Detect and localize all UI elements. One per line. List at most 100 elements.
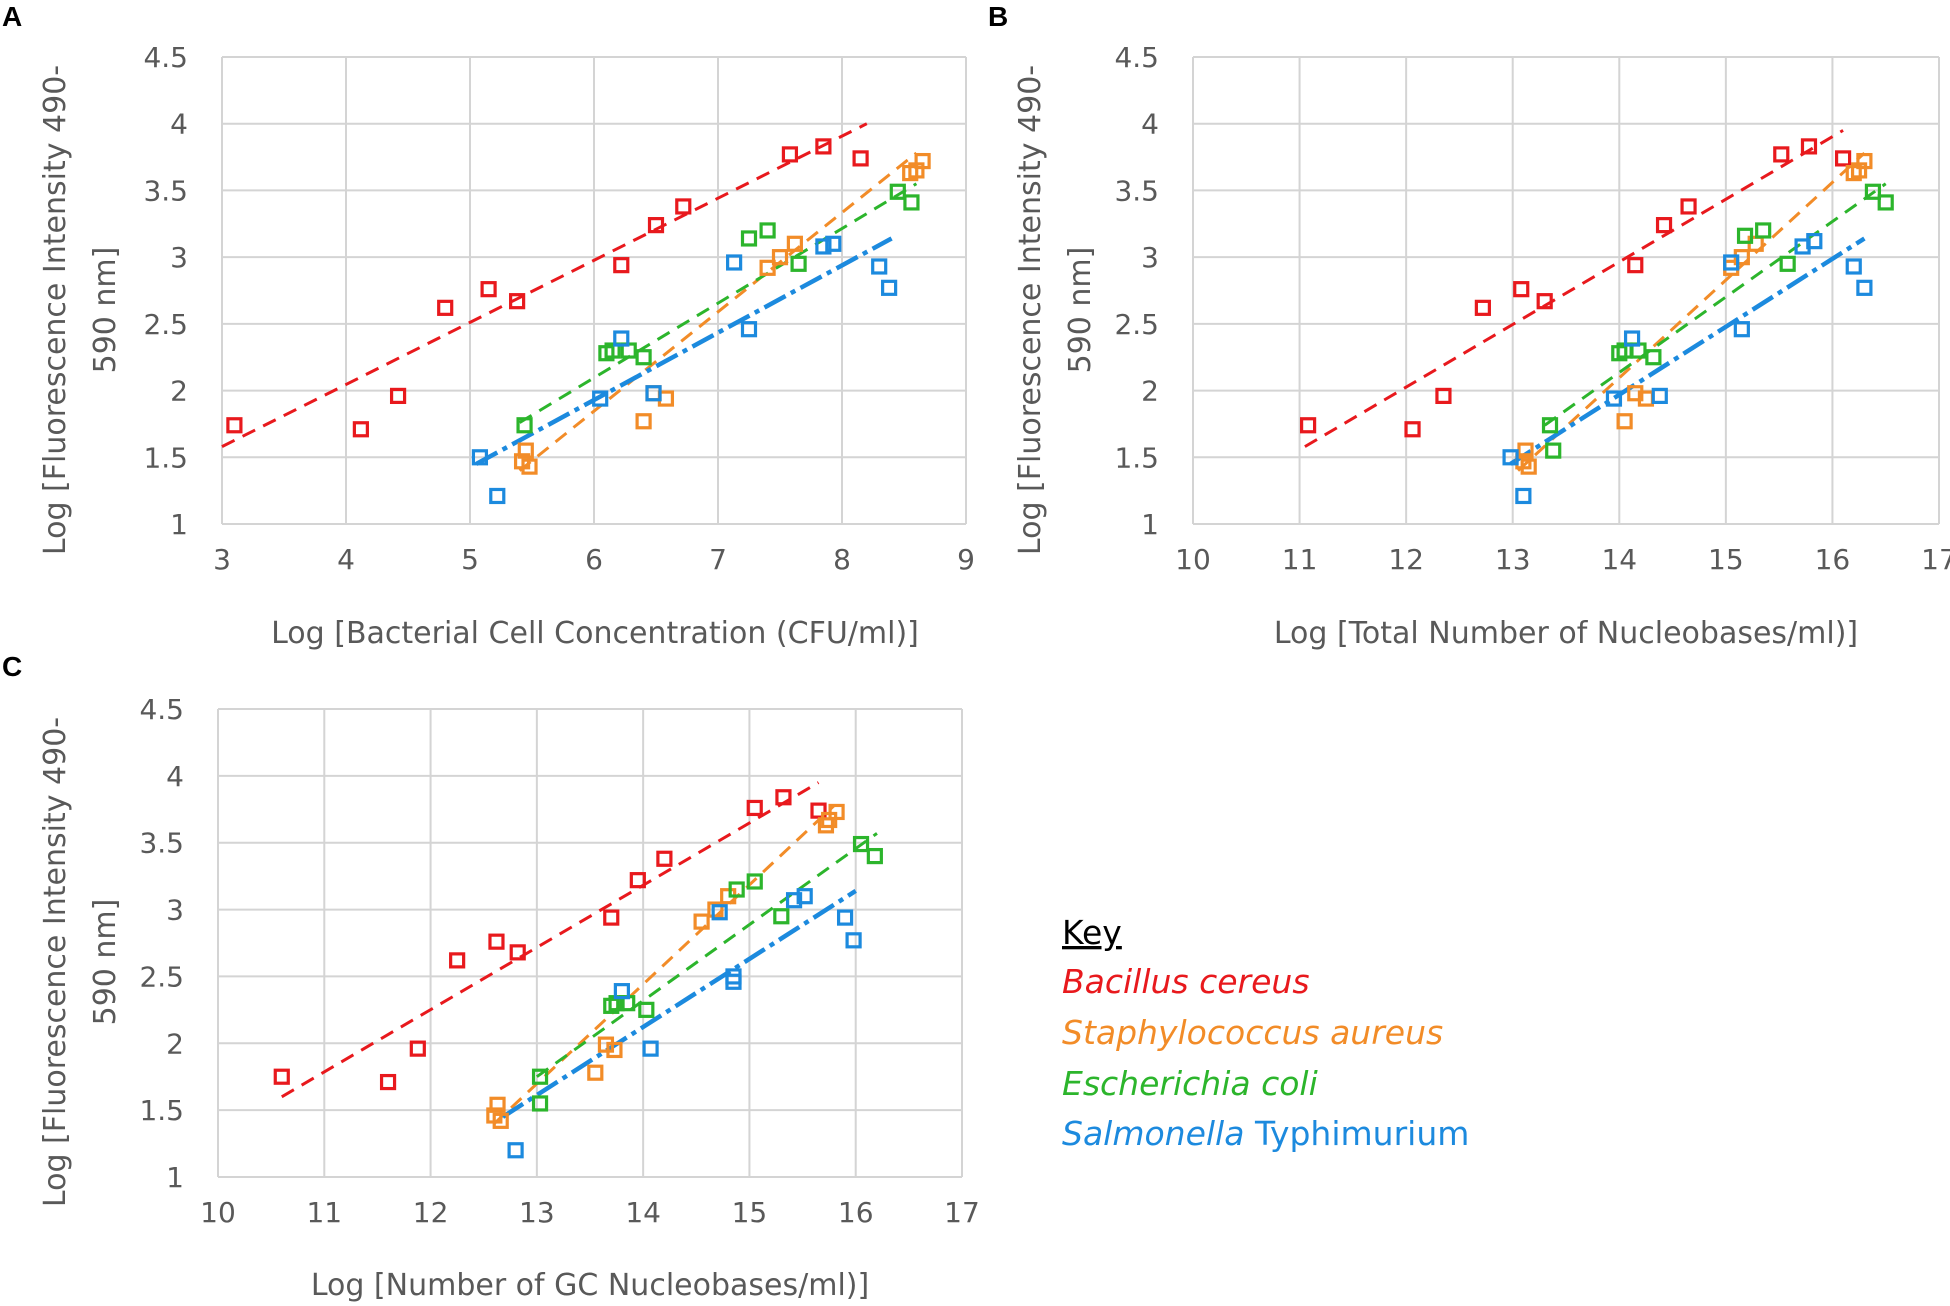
- point-b-bacillus-cereus-0: [1299, 417, 1317, 434]
- trendline-c-bacillus-cereus: [281, 781, 820, 1099]
- point-a-bacillus-cereus-2: [389, 387, 407, 405]
- point-a-staphylococcus-aureus-6: [759, 259, 776, 276]
- point-a-bacillus-cereus-7: [647, 217, 665, 234]
- points-b: [1299, 138, 1894, 505]
- point-c-staphylococcus-aureus-3: [587, 1064, 604, 1081]
- point-b-bacillus-cereus-2: [1435, 387, 1452, 405]
- point-a-escherichia-coli-6: [759, 222, 776, 239]
- point-b-bacillus-cereus-5: [1536, 293, 1553, 310]
- point-a-salmonella-typhimurium-1: [489, 487, 506, 505]
- y-axis-label-c-line2: 590 nm]: [88, 899, 123, 1026]
- trendline-a-bacillus-cereus: [221, 122, 868, 448]
- x-tick-b-10: 10: [1175, 543, 1211, 576]
- point-c-escherichia-coli-7: [746, 873, 763, 890]
- x-tick-a-8: 8: [833, 543, 851, 576]
- x-tick-labels-a: 3 4 5 6 7 8 9: [213, 543, 975, 576]
- point-c-bacillus-cereus-8: [656, 850, 673, 867]
- point-a-salmonella-typhimurium-0: [471, 449, 489, 466]
- point-c-staphylococcus-aureus-11: [828, 803, 845, 821]
- point-b-salmonella-typhimurium-8: [1806, 233, 1823, 250]
- point-c-salmonella-typhimurium-6: [785, 892, 803, 909]
- y-tick-a-2.5: 2.5: [143, 308, 188, 341]
- point-c-escherichia-coli-10: [866, 847, 883, 865]
- x-tick-b-12: 12: [1388, 543, 1424, 576]
- x-tick-labels-b: 10 11 12 13 14 15 16 17: [1175, 543, 1950, 576]
- y-axis-label-b-line2: 590 nm]: [1063, 247, 1098, 374]
- x-tick-a-9: 9: [957, 543, 975, 576]
- trendline-b-staphylococcus-aureus: [1517, 151, 1866, 472]
- legend-entry-escherichia-coli: Escherichia coli: [1062, 1064, 1318, 1103]
- point-a-salmonella-typhimurium-8: [825, 235, 842, 252]
- point-a-bacillus-cereus-0: [226, 417, 243, 434]
- point-a-staphylococcus-aureus-1: [517, 442, 534, 459]
- point-c-bacillus-cereus-3: [449, 952, 466, 969]
- x-tick-c-13: 13: [519, 1196, 555, 1229]
- point-c-salmonella-typhimurium-7: [796, 888, 813, 905]
- x-tick-c-14: 14: [625, 1196, 661, 1229]
- point-c-salmonella-typhimurium-3: [711, 904, 728, 921]
- point-a-escherichia-coli-9: [903, 194, 920, 211]
- point-b-bacillus-cereus-4: [1513, 281, 1530, 298]
- point-c-escherichia-coli-0: [531, 1068, 549, 1085]
- x-tick-a-7: 7: [709, 543, 727, 576]
- point-b-bacillus-cereus-10: [1800, 138, 1818, 155]
- y-tick-b-3: 3: [1141, 241, 1159, 274]
- x-tick-c-11: 11: [306, 1196, 342, 1229]
- trendlines-a: [221, 122, 918, 472]
- chart-b: 1 1.5 2 2.5 3 3.5 4 4.5 10 11 12 13 14 15 16 17 Log [T…: [1013, 41, 1950, 651]
- point-a-salmonella-typhimurium-9: [871, 258, 888, 275]
- y-axis-label-c: Log [Fluorescence Intensity 490- 590 nm]: [38, 717, 123, 1207]
- point-c-bacillus-cereus-11: [810, 802, 827, 819]
- trendline-b-bacillus-cereus: [1304, 129, 1844, 448]
- y-axis-label-a-line2: 590 nm]: [88, 247, 123, 374]
- point-b-escherichia-coli-5: [1645, 349, 1662, 366]
- point-b-salmonella-typhimurium-2: [1605, 390, 1623, 407]
- y-tick-c-3.5: 3.5: [139, 827, 184, 860]
- point-c-staphylococcus-aureus-6: [693, 913, 710, 930]
- y-tick-b-1: 1: [1141, 508, 1159, 541]
- points-a: [226, 138, 931, 505]
- x-tick-a-6: 6: [585, 543, 603, 576]
- y-tick-a-4.5: 4.5: [143, 41, 188, 74]
- point-c-salmonella-typhimurium-1: [613, 983, 630, 1000]
- point-c-escherichia-coli-6: [728, 881, 745, 898]
- y-tick-c-2: 2: [166, 1027, 184, 1060]
- point-c-bacillus-cereus-9: [746, 799, 763, 817]
- point-b-escherichia-coli-7: [1755, 222, 1772, 239]
- x-tick-a-3: 3: [213, 543, 231, 576]
- x-tick-a-4: 4: [337, 543, 355, 576]
- x-tick-labels-c: 10 11 12 13 14 15 16 17: [200, 1196, 980, 1229]
- point-b-bacillus-cereus-1: [1404, 421, 1421, 438]
- legend: Key Bacillus cereus Staphylococcus aureu…: [1062, 913, 1469, 1153]
- point-a-salmonella-typhimurium-4: [645, 385, 662, 402]
- point-a-salmonella-typhimurium-6: [740, 321, 758, 338]
- point-a-bacillus-cereus-8: [675, 198, 692, 215]
- x-axis-label-a: Log [Bacterial Cell Concentration (CFU/m…: [271, 616, 919, 651]
- y-tick-labels-b: 1 1.5 2 2.5 3 3.5 4 4.5: [1114, 41, 1159, 541]
- panel-letter-b: B: [988, 1, 1008, 32]
- y-tick-labels-a: 1 1.5 2 2.5 3 3.5 4 4.5: [143, 41, 188, 541]
- point-b-escherichia-coli-9: [1864, 183, 1882, 200]
- point-c-salmonella-typhimurium-5: [725, 968, 742, 985]
- x-tick-b-11: 11: [1282, 543, 1318, 576]
- point-a-bacillus-cereus-11: [852, 150, 869, 167]
- y-tick-labels-c: 1 1.5 2 2.5 3 3.5 4 4.5: [139, 693, 184, 1194]
- point-a-bacillus-cereus-10: [815, 138, 832, 155]
- chart-c: 1 1.5 2 2.5 3 3.5 4 4.5 10 11 12 13 14 15 16 17 Log [N…: [38, 693, 980, 1303]
- trendline-a-staphylococcus-aureus: [518, 151, 918, 472]
- y-tick-b-2.5: 2.5: [1114, 308, 1159, 341]
- y-tick-c-2.5: 2.5: [139, 960, 184, 993]
- y-tick-b-3.5: 3.5: [1114, 174, 1159, 207]
- x-tick-b-17: 17: [1921, 543, 1950, 576]
- legend-entry-1-italic: Staphylococcus aureus: [1062, 1013, 1443, 1052]
- point-a-escherichia-coli-0: [516, 417, 533, 434]
- point-b-salmonella-typhimurium-3: [1623, 330, 1641, 347]
- point-b-staphylococcus-aureus-1: [1517, 442, 1534, 459]
- trendline-c-escherichia-coli: [535, 832, 878, 1078]
- x-axis-label-b: Log [Total Number of Nucleobases/ml)]: [1274, 616, 1858, 651]
- point-c-staphylococcus-aureus-1: [489, 1096, 506, 1113]
- point-c-bacillus-cereus-0: [273, 1068, 290, 1085]
- point-b-salmonella-typhimurium-9: [1845, 258, 1862, 275]
- x-tick-a-5: 5: [461, 543, 479, 576]
- x-tick-b-16: 16: [1815, 543, 1851, 576]
